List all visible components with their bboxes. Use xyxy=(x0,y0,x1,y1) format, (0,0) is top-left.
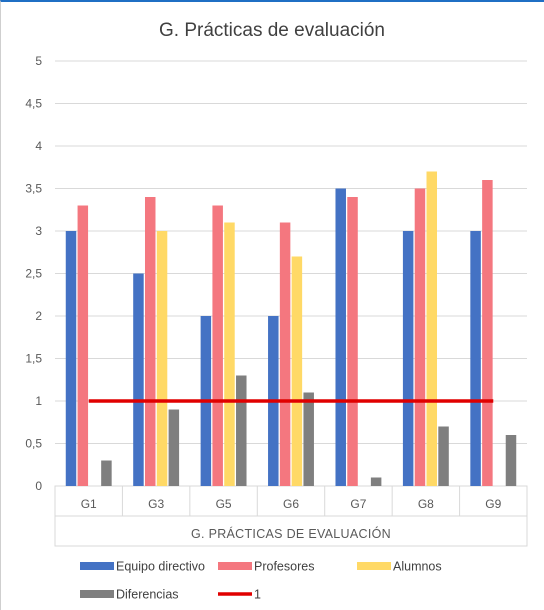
bar-diferencias xyxy=(168,409,180,486)
bar-equipo-directivo xyxy=(335,188,346,486)
y-tick-label: 4 xyxy=(35,139,42,153)
x-tick-label: G5 xyxy=(216,497,232,511)
bar-diferencias xyxy=(101,460,112,486)
y-tick-label: 3,5 xyxy=(25,182,42,196)
y-tick-label: 4,5 xyxy=(25,97,42,111)
bar-alumnos xyxy=(291,256,303,486)
x-tick-label: G7 xyxy=(350,497,366,511)
bar-profesores xyxy=(414,188,426,486)
legend-marker xyxy=(218,562,252,570)
legend-label: Equipo directivo xyxy=(116,560,205,574)
bar-diferencias xyxy=(303,392,314,486)
bar-profesores xyxy=(347,197,358,486)
bar-equipo-directivo xyxy=(65,231,77,486)
legend-label: Diferencias xyxy=(116,588,179,602)
bar-alumnos xyxy=(156,231,168,486)
legend-label: Alumnos xyxy=(393,560,442,574)
x-tick-label: G3 xyxy=(148,497,164,511)
legend-marker xyxy=(80,590,114,598)
bar-diferencias xyxy=(505,435,517,486)
x-tick-label: G8 xyxy=(418,497,434,511)
y-tick-label: 1,5 xyxy=(25,352,42,366)
bar-profesores xyxy=(279,222,291,486)
legend-label: Profesores xyxy=(254,560,314,574)
bar-equipo-directivo xyxy=(402,231,414,486)
y-tick-label: 2,5 xyxy=(25,267,42,281)
x-tick-label: G1 xyxy=(81,497,97,511)
bar-equipo-directivo xyxy=(133,273,144,486)
bar-profesores xyxy=(212,205,223,486)
y-tick-label: 1 xyxy=(35,394,42,408)
y-tick-label: 5 xyxy=(35,54,42,68)
bar-profesores xyxy=(144,197,156,486)
bar-profesores xyxy=(482,180,493,486)
x-tick-label: G6 xyxy=(283,497,299,511)
bar-profesores xyxy=(77,205,89,486)
x-tick-label: G9 xyxy=(485,497,501,511)
bar-diferencias xyxy=(370,477,382,486)
legend-label: 1 xyxy=(254,588,261,602)
x-axis-title: G. PRÁCTICAS DE EVALUACIÓN xyxy=(191,526,391,541)
legend-marker xyxy=(80,562,114,570)
bar-diferencias xyxy=(438,426,449,486)
bar-equipo-directivo xyxy=(470,231,481,486)
chart-title: G. Prácticas de evaluación xyxy=(158,20,385,41)
y-tick-label: 0 xyxy=(35,479,42,493)
legend-marker xyxy=(357,562,391,570)
y-tick-label: 3 xyxy=(35,224,42,238)
bar-alumnos xyxy=(224,222,235,486)
bar-diferencias xyxy=(236,375,247,486)
y-tick-label: 0,5 xyxy=(25,437,42,451)
bar-alumnos xyxy=(426,171,438,486)
y-tick-label: 2 xyxy=(35,309,42,323)
